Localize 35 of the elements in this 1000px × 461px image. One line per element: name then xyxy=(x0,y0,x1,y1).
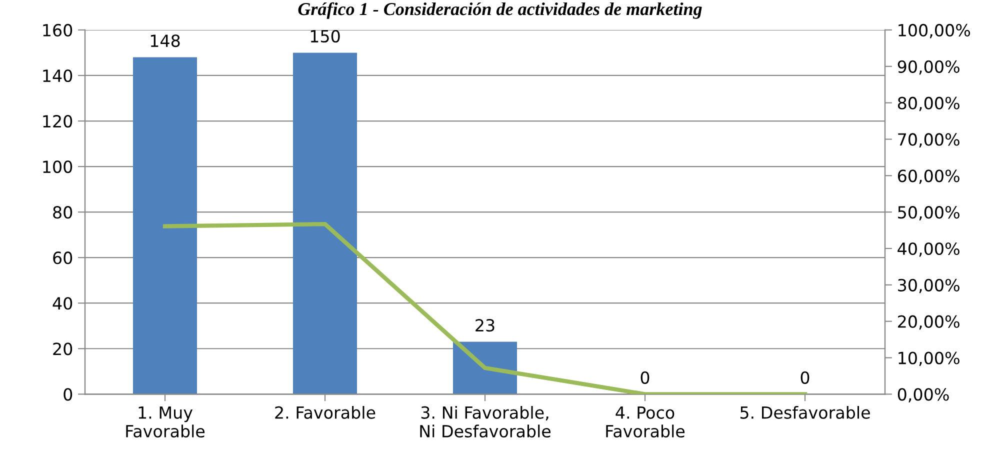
y2-tick-label: 80,00% xyxy=(898,96,960,112)
y-tick-label: 120 xyxy=(43,114,72,128)
y2-tick-label: 70,00% xyxy=(898,133,960,148)
y2-tick-label: 90,00% xyxy=(898,60,960,75)
y-tick-label: 20 xyxy=(53,342,72,356)
y-tick-label: 80 xyxy=(53,206,72,219)
y-tick-label: 160 xyxy=(43,24,72,37)
y-tick-label: 40 xyxy=(52,297,72,310)
data-label: 150 xyxy=(310,30,340,43)
x-tick-label: 2. Favorable xyxy=(275,406,376,419)
x-tick-label: 3. Ni Favorable, Ni Desfavorable xyxy=(420,406,551,438)
x-tick-label: 5. Desfavorable xyxy=(740,406,870,419)
bar xyxy=(133,57,197,394)
data-label: 0 xyxy=(800,371,810,384)
y-tick-label: 0 xyxy=(64,388,72,401)
y2-tick-label: 50,00% xyxy=(898,206,960,220)
y2-tick-label: 60,00% xyxy=(898,170,960,184)
data-label: 23 xyxy=(476,319,494,332)
data-label: 148 xyxy=(150,34,180,48)
bar xyxy=(293,52,357,394)
y2-tick-label: 10,00% xyxy=(898,352,960,366)
x-tick-label: 1. Muy Favorable xyxy=(126,406,205,438)
y2-tick-label: 0,00% xyxy=(898,388,949,402)
chart-title: Gráfico 1 - Consideración de actividades de marketing xyxy=(298,2,702,19)
x-tick-label: 4. Poco Favorable xyxy=(606,406,685,438)
y-tick-label: 140 xyxy=(43,69,72,82)
y2-tick-label: 100,00% xyxy=(898,24,970,38)
y2-tick-label: 40,00% xyxy=(898,242,960,257)
line-series xyxy=(162,222,808,394)
bar xyxy=(453,342,517,394)
y-tick-label: 60 xyxy=(53,252,72,264)
y2-tick-label: 30,00% xyxy=(898,278,960,294)
y-tick-label: 100 xyxy=(43,160,72,174)
data-label: 0 xyxy=(640,371,650,384)
y2-tick-label: 20,00% xyxy=(898,315,960,330)
